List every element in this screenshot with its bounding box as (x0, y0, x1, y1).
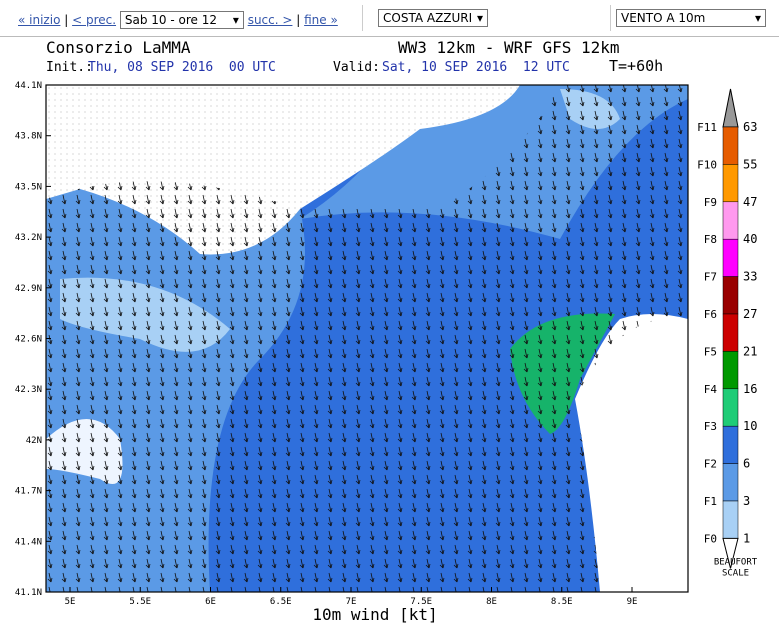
knots-label: 33 (743, 270, 757, 284)
map-figure: Consorzio LaMMA WW3 12km - WRF GFS 12km … (15, 39, 758, 624)
lon-label: 5E (65, 597, 76, 607)
corsica (575, 314, 688, 592)
model-label: WW3 12km - WRF GFS 12km (398, 39, 620, 57)
beaufort-label: F8 (704, 233, 717, 246)
knots-label: 63 (743, 120, 757, 134)
legend-swatch (722, 201, 739, 240)
beaufort-label: F4 (704, 383, 718, 396)
beaufort-label: F1 (704, 495, 717, 508)
legend-footer: BEAUFORT SCALE (714, 557, 758, 578)
legend-swatch (722, 164, 739, 203)
knots-label: 21 (743, 344, 757, 358)
lat-label: 42.6N (15, 335, 42, 345)
knots-label: 55 (743, 157, 757, 171)
beaufort-label: F0 (704, 532, 717, 545)
lat-label: 41.7N (15, 487, 42, 497)
first-link[interactable]: « inizio (18, 13, 61, 27)
legend-swatch (722, 425, 739, 464)
time-nav: « inizio | < prec. Sab 10 - ore 12 succ.… (0, 5, 363, 31)
legend-swatch (722, 238, 739, 277)
last-link[interactable]: fine » (304, 13, 338, 27)
init-time: Thu, 08 SEP 2016 00 UTC (88, 60, 276, 75)
legend-swatch (722, 500, 739, 539)
area-select[interactable]: COSTA AZZURI (378, 9, 488, 27)
time-select[interactable]: Sab 10 - ore 12 (119, 11, 244, 29)
knots-label: 10 (743, 419, 757, 433)
legend-cap-bottom (722, 537, 739, 569)
lat-label: 42N (26, 436, 42, 446)
beaufort-label: F11 (697, 121, 717, 134)
nav-bar: « inizio | < prec. Sab 10 - ore 12 succ.… (0, 0, 779, 37)
legend-swatch (722, 351, 739, 390)
lead-time: T=+60h (609, 57, 663, 75)
wind-arrows (46, 85, 688, 592)
lat-label: 41.4N (15, 537, 42, 547)
lat-label: 43.8N (15, 132, 42, 142)
beaufort-label: F5 (704, 345, 717, 358)
lon-label: 7E (346, 597, 357, 607)
lat-label: 43.5N (15, 182, 42, 192)
knots-label: 27 (743, 307, 757, 321)
lat-label: 42.3N (15, 385, 42, 395)
map-title: Consorzio LaMMA (46, 39, 191, 57)
x-axis-title: 10m wind [kt] (312, 605, 437, 624)
knots-label: 47 (743, 195, 757, 209)
legend-swatch (722, 276, 739, 315)
lon-label: 7.5E (410, 597, 432, 607)
knots-label: 1 (743, 531, 750, 545)
field-nav: VENTO A 10m (610, 5, 779, 31)
knots-label: 16 (743, 382, 757, 396)
beaufort-label: F9 (704, 196, 717, 209)
lon-label: 5.5E (129, 597, 151, 607)
lat-label: 42.9N (15, 284, 42, 294)
lat-label: 43.2N (15, 233, 42, 243)
beaufort-label: F10 (697, 158, 717, 171)
beaufort-label: F2 (704, 458, 717, 471)
valid-time: Sat, 10 SEP 2016 12 UTC (382, 60, 570, 75)
init-label: Init.: (46, 60, 93, 75)
lon-label: 6.5E (270, 597, 292, 607)
lon-label: 8E (486, 597, 497, 607)
area-nav: COSTA AZZURI (362, 5, 611, 31)
lat-label: 44.1N (15, 81, 42, 91)
legend-cap-top (722, 88, 739, 128)
legend-swatch (722, 463, 739, 502)
map-area (45, 84, 689, 593)
knots-label: 6 (743, 457, 750, 471)
lon-label: 9E (627, 597, 638, 607)
knots-label: 40 (743, 232, 757, 246)
knots-label: 3 (743, 494, 750, 508)
beaufort-label: F3 (704, 420, 717, 433)
prev-link[interactable]: < prec. (72, 13, 117, 27)
legend-swatch (722, 126, 739, 165)
lon-label: 8.5E (551, 597, 573, 607)
lat-label: 41.1N (15, 588, 42, 598)
field-select[interactable]: VENTO A 10m (616, 9, 766, 27)
legend-swatch (722, 388, 739, 427)
lon-label: 6E (205, 597, 216, 607)
valid-label: Valid: (333, 60, 380, 75)
next-link[interactable]: succ. > (247, 13, 293, 27)
legend-swatch (722, 313, 739, 352)
beaufort-label: F6 (704, 308, 717, 321)
beaufort-label: F7 (704, 271, 717, 284)
